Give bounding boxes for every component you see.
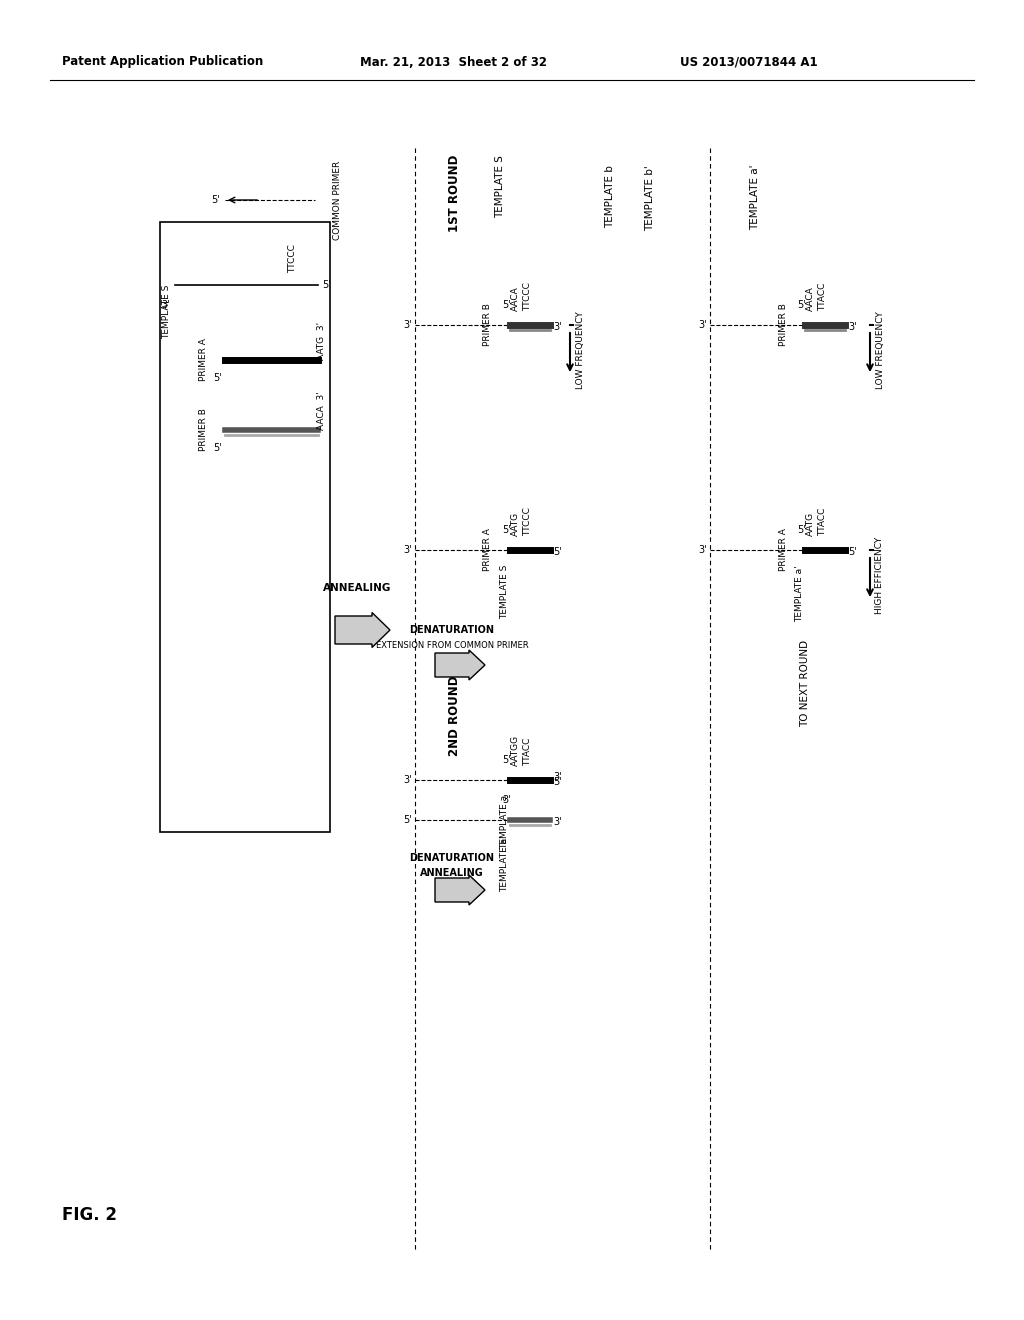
Text: 5': 5' [403,814,412,825]
Text: DENATURATION: DENATURATION [410,853,495,863]
FancyArrow shape [435,649,485,680]
Text: 5': 5' [322,280,331,290]
Text: TEMPLATE b': TEMPLATE b' [645,165,655,231]
Text: 3': 3' [162,300,170,310]
Text: ANNEALING: ANNEALING [323,583,391,593]
Text: AACA: AACA [511,286,519,312]
Text: TEMPLATE b: TEMPLATE b [605,165,615,228]
Text: TTACC: TTACC [523,738,532,766]
Text: 5': 5' [798,300,806,310]
Text: TEMPLATE a': TEMPLATE a' [501,836,510,891]
Text: 5': 5' [553,546,562,557]
Text: PRIMER A: PRIMER A [778,528,787,572]
Bar [160,222,330,832]
Text: 3': 3' [553,772,561,781]
Text: 5': 5' [553,777,562,787]
Text: Patent Application Publication: Patent Application Publication [62,55,263,69]
Text: TEMPLATE a: TEMPLATE a [501,795,510,849]
Text: DENATURATION: DENATURATION [410,624,495,635]
Text: Mar. 21, 2013  Sheet 2 of 32: Mar. 21, 2013 Sheet 2 of 32 [360,55,547,69]
Text: LOW FREQUENCY: LOW FREQUENCY [876,312,885,389]
Text: 3': 3' [503,795,511,805]
Text: 5': 5' [213,444,222,453]
Text: 3': 3' [553,322,561,333]
Text: LOW FREQUENCY: LOW FREQUENCY [575,312,585,389]
Text: 3': 3' [698,319,707,330]
Text: TO NEXT ROUND: TO NEXT ROUND [800,640,810,727]
Text: PRIMER B: PRIMER B [199,409,208,451]
Text: 3': 3' [848,322,857,333]
Text: AACA  3': AACA 3' [317,391,327,430]
Text: PRIMER B: PRIMER B [483,304,493,346]
Text: 5': 5' [503,755,511,766]
Text: 2ND ROUND: 2ND ROUND [449,675,462,755]
Text: 1ST ROUND: 1ST ROUND [449,154,462,232]
Text: US 2013/0071844 A1: US 2013/0071844 A1 [680,55,817,69]
Text: TEMPLATE S: TEMPLATE S [495,154,505,218]
Text: FIG. 2: FIG. 2 [62,1206,117,1224]
Text: TEMPLATE S: TEMPLATE S [501,565,510,619]
Text: 3': 3' [698,545,707,554]
Text: ANNEALING: ANNEALING [420,869,484,878]
Text: TEMPLATE a': TEMPLATE a' [750,165,760,231]
Text: TTACC: TTACC [818,282,827,312]
Text: 5': 5' [848,546,857,557]
Text: 5': 5' [798,525,806,535]
Text: 5': 5' [213,374,222,383]
Text: 3': 3' [553,817,561,828]
Text: AATGG: AATGG [511,735,519,766]
Text: TTACC: TTACC [818,508,827,536]
Text: PRIMER A: PRIMER A [199,338,208,381]
FancyArrow shape [435,875,485,906]
Text: TEMPLATE S: TEMPLATE S [163,285,171,339]
Text: PRIMER B: PRIMER B [778,304,787,346]
Text: AATG: AATG [511,512,519,536]
Text: TEMPLATE a': TEMPLATE a' [796,565,805,622]
Text: 3': 3' [403,319,412,330]
Text: PRIMER A: PRIMER A [483,528,493,572]
Text: COMMON PRIMER: COMMON PRIMER [333,160,341,240]
Text: AATG: AATG [806,512,814,536]
Text: AATG  3': AATG 3' [317,322,327,360]
Text: AACA: AACA [806,286,814,312]
Text: 3': 3' [403,545,412,554]
Text: TTCCC: TTCCC [523,507,532,536]
Text: EXTENSION FROM COMMON PRIMER: EXTENSION FROM COMMON PRIMER [376,640,528,649]
Text: 5': 5' [503,300,511,310]
Text: 3': 3' [403,775,412,785]
Text: HIGH EFFICIENCY: HIGH EFFICIENCY [876,536,885,614]
Text: 5': 5' [503,525,511,535]
Text: TTCCC: TTCCC [289,244,298,273]
Text: 5': 5' [211,195,220,205]
Text: TTCCC: TTCCC [523,282,532,312]
FancyArrow shape [335,612,390,648]
